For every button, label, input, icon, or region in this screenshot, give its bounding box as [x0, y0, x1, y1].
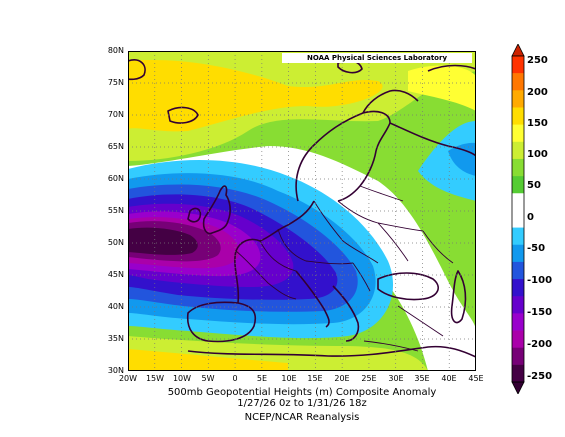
colorbar-swatch	[512, 193, 524, 211]
country-borders	[235, 185, 454, 352]
lat-label: 45N	[107, 270, 124, 279]
map-date-range: 1/27/26 0z to 1/31/26 18z	[237, 398, 367, 409]
colorbar-swatch	[512, 56, 524, 74]
colorbar-label: -250	[527, 371, 553, 382]
lon-label: 20W	[118, 374, 138, 383]
colorbar-label: 250	[527, 55, 548, 66]
colorbar-label: -50	[527, 243, 546, 254]
colorbar-swatch	[512, 364, 524, 383]
colorbar-label: -200	[527, 339, 553, 350]
colorbar-swatch	[512, 330, 524, 348]
lon-label: 40E	[441, 374, 457, 383]
colorbar-swatch	[512, 227, 524, 246]
lat-label: 60N	[107, 174, 124, 183]
colorbar-label: 50	[527, 180, 541, 191]
colorbar-label: -150	[527, 307, 553, 318]
colorbar-swatch	[512, 141, 524, 160]
colorbar-label: 100	[527, 149, 548, 160]
negative-anomaly-ne	[418, 121, 476, 201]
colorbar-swatch	[512, 347, 524, 366]
colorbar-label: 200	[527, 87, 548, 98]
colorbar-min-arrow	[511, 381, 525, 394]
lat-label: 30N	[107, 366, 124, 375]
colorbar-swatch	[512, 279, 524, 297]
lon-label: 5E	[256, 374, 268, 383]
colorbar-label: 150	[527, 118, 548, 129]
colorbar-swatch	[512, 296, 524, 314]
colorbar-swatch	[512, 261, 524, 280]
lon-label: 10E	[281, 374, 297, 383]
colorbar-swatch	[512, 176, 524, 194]
colorbar-swatch	[512, 210, 524, 228]
positive-anomaly-core	[128, 60, 383, 132]
lat-label: 50N	[107, 238, 124, 247]
colorbar-label: 0	[527, 212, 534, 223]
map-title: 500mb Geopotential Heights (m) Composite…	[167, 387, 437, 398]
lon-label: 45E	[468, 374, 484, 383]
graticule	[128, 51, 476, 371]
lat-label: 75N	[107, 78, 124, 87]
lon-label: 15E	[307, 374, 323, 383]
colorbar-swatch	[512, 73, 524, 91]
lon-label: 15W	[145, 374, 165, 383]
lat-label: 70N	[107, 110, 124, 119]
colorbar-frame	[511, 55, 525, 383]
lat-label: 35N	[107, 334, 124, 343]
lon-label: 10W	[172, 374, 192, 383]
colorbar-swatch	[512, 90, 524, 108]
lon-label: 0	[232, 374, 238, 383]
colorbar	[511, 44, 525, 394]
colorbar-swatch	[512, 313, 524, 331]
lon-label: 20E	[334, 374, 350, 383]
anomaly-map	[128, 51, 476, 371]
lat-label: 55N	[107, 206, 124, 215]
colorbar-max-arrow	[511, 44, 525, 57]
lon-label: 5W	[201, 374, 215, 383]
colorbar-swatch	[512, 107, 524, 125]
lon-label: 30E	[388, 374, 404, 383]
colorbar-swatch	[512, 158, 524, 177]
trough-core	[128, 227, 198, 255]
map-source: NCEP/NCAR Reanalysis	[244, 412, 360, 423]
map-plot	[128, 51, 476, 371]
colorbar-swatch	[512, 244, 524, 263]
colorbar-swatch	[512, 124, 524, 143]
credit-label: NOAA Physical Sciences Laboratory	[282, 53, 472, 63]
map-border	[128, 51, 476, 371]
positive-anomaly-ne	[408, 65, 476, 111]
colorbar-label: -100	[527, 275, 553, 286]
lon-label: 35E	[414, 374, 430, 383]
lat-label: 80N	[107, 46, 124, 55]
lat-label: 40N	[107, 302, 124, 311]
lon-label: 25E	[361, 374, 377, 383]
lat-label: 65N	[107, 142, 124, 151]
